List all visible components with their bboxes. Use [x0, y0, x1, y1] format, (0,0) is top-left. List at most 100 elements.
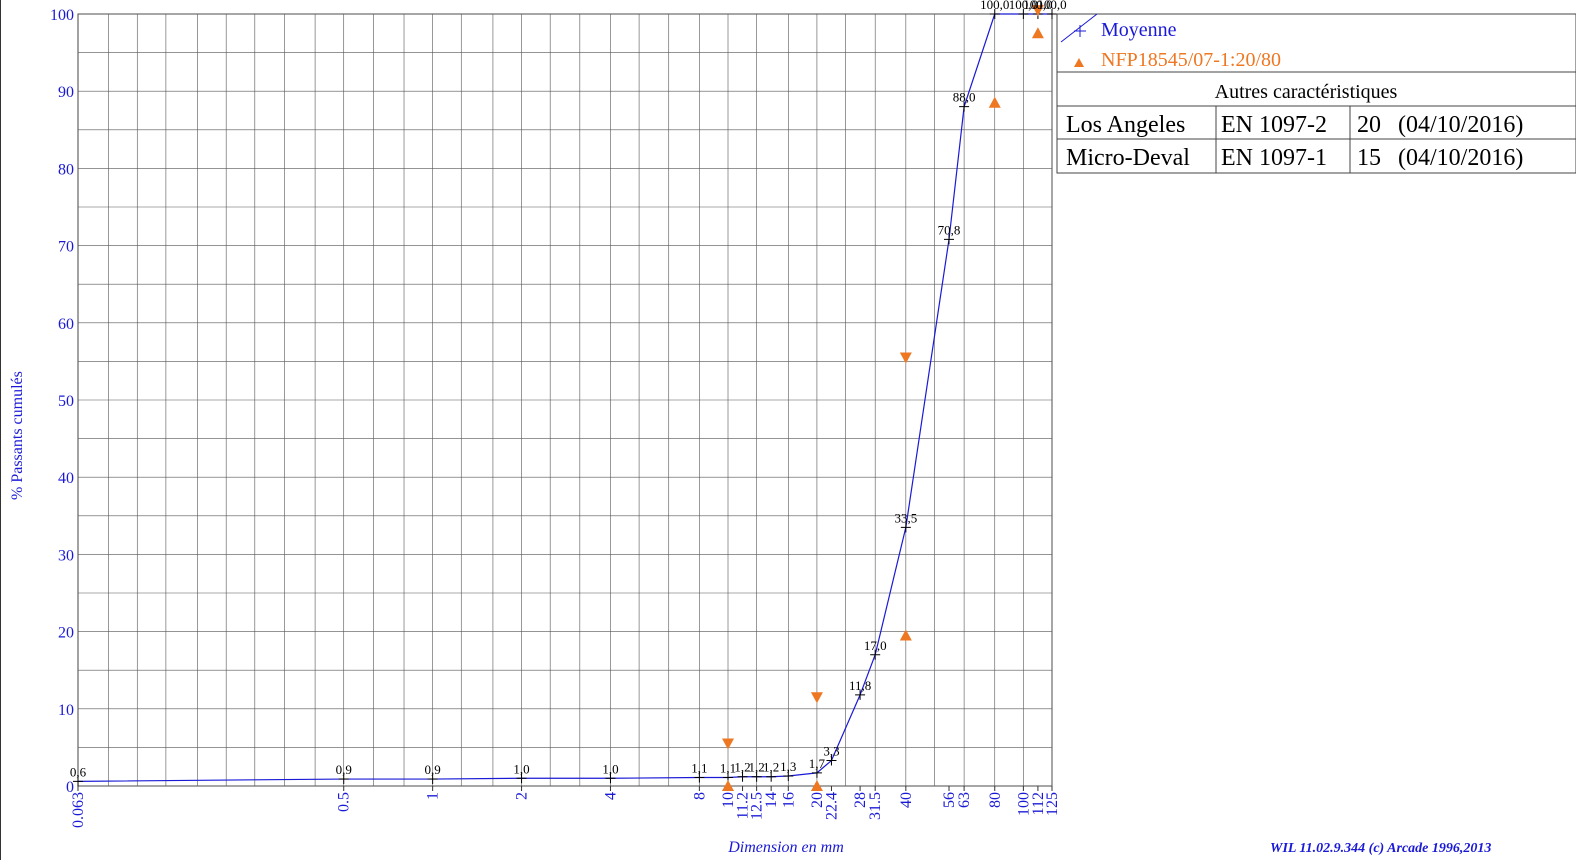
legend-moyenne-plus-icon	[1074, 25, 1086, 37]
x-tick-label: 125	[1044, 792, 1061, 816]
legend: Moyenne NFP18545/07-1:20/80	[1056, 13, 1576, 73]
characteristics-table: Autres caractéristiques Los Angeles EN 1…	[1056, 71, 1576, 174]
nfp-lower-point	[988, 96, 1001, 108]
nfp-upper-point	[899, 352, 912, 364]
y-tick-label: 0	[66, 779, 74, 796]
moyenne-line	[77, 13, 1052, 782]
moyenne-point	[427, 774, 438, 785]
legend-moyenne: Moyenne	[1101, 19, 1177, 41]
x-tick-label: 20	[809, 792, 826, 808]
x-tick-label: 2	[514, 792, 531, 800]
moyenne-data-label: 1,3	[780, 759, 796, 774]
x-tick-label: 0.5	[336, 792, 353, 812]
moyenne-data-label: 1,0	[513, 761, 529, 776]
y-tick-label: 90	[58, 84, 74, 101]
grid	[77, 13, 1053, 787]
moyenne-point	[943, 234, 954, 245]
y-tick-label: 70	[58, 239, 74, 256]
x-tick-label: 8	[691, 792, 708, 800]
moyenne-data-label: 1,2	[734, 760, 750, 775]
moyenne-data-label: 1,1	[720, 761, 736, 776]
moyenne-data-label: 11,8	[849, 678, 871, 693]
x-tick-label: 56	[941, 792, 958, 808]
moyenne-point	[73, 776, 83, 787]
moyenne-point	[605, 773, 616, 784]
table-row-1-name: Los Angeles	[1066, 112, 1185, 138]
moyenne-data-label: 0,9	[336, 762, 352, 777]
nfp-upper-point	[1031, 5, 1044, 17]
nfp-lower-point	[899, 629, 912, 641]
y-tick-label: 20	[58, 625, 74, 642]
moyenne-data-label: 100,0	[980, 0, 1009, 12]
moyenne-data-label: 1,2	[763, 760, 779, 775]
x-tick-label: 4	[602, 792, 619, 800]
y-tick-label: 40	[58, 470, 74, 487]
x-tick-label: 28	[852, 792, 869, 808]
moyenne-data-label: 1,0	[602, 761, 618, 776]
nfp-upper-point	[810, 692, 823, 704]
moyenne-point	[959, 101, 970, 112]
moyenne-point	[783, 770, 794, 781]
table-row-1-value: 20	[1357, 112, 1381, 138]
moyenne-point	[900, 522, 911, 533]
table-title: Autres caractéristiques	[1215, 81, 1398, 103]
moyenne-data-label: 0,6	[70, 764, 87, 779]
moyenne-data-label: 3,3	[823, 744, 839, 759]
x-tick-label: 14	[763, 792, 780, 808]
legend-nfp: NFP18545/07-1:20/80	[1101, 49, 1281, 71]
moyenne-point	[766, 771, 777, 782]
moyenne-point	[989, 9, 1000, 19]
x-tick-label: 100	[1015, 792, 1032, 816]
moyenne-point	[737, 771, 748, 782]
table-row-2-name: Micro-Deval	[1066, 145, 1190, 171]
moyenne-point	[826, 755, 837, 766]
x-tick-label: 16	[780, 792, 797, 808]
legend-nfp-triangle-icon	[1074, 58, 1084, 67]
x-tick-label: 12.5	[749, 792, 766, 820]
markers	[73, 5, 1057, 791]
table-row-1-norm: EN 1097-2	[1221, 112, 1327, 138]
moyenne-point	[1047, 9, 1057, 19]
x-tick-label: 1	[425, 792, 442, 800]
x-tick-label: 11.2	[735, 792, 752, 819]
x-tick-label: 80	[987, 792, 1004, 808]
footer-copyright: WIL 11.02.9.344 (c) Arcade 1996,2013	[1270, 841, 1491, 856]
x-tick-label: 112	[1030, 792, 1047, 815]
moyenne-data-label: 17,0	[864, 638, 887, 653]
y-axis-label: % Passants cumulés	[9, 371, 26, 500]
moyenne-point	[516, 773, 527, 784]
table-row-2-date: (04/10/2016)	[1398, 145, 1523, 171]
table-row-2-value: 15	[1357, 145, 1381, 171]
moyenne-point	[855, 689, 866, 700]
moyenne-data-label: 100,0	[1037, 0, 1066, 12]
nfp-lower-point	[1031, 27, 1044, 39]
moyenne-data-label: 88,0	[953, 90, 976, 105]
series-area	[77, 13, 1052, 782]
y-tick-label: 60	[58, 316, 74, 333]
moyenne-point	[870, 649, 881, 660]
moyenne-point	[1018, 9, 1029, 19]
moyenne-data-label: 1,7	[809, 756, 826, 771]
moyenne-data-label: 100,0	[1009, 0, 1038, 12]
nfp-upper-point	[722, 738, 735, 750]
moyenne-data-label: 0,9	[425, 762, 441, 777]
nfp-lower-point	[722, 780, 735, 791]
x-tick-label: 0.063	[70, 792, 87, 828]
moyenne-data-label: 1,2	[749, 760, 765, 775]
table-row-2-norm: EN 1097-1	[1221, 145, 1327, 171]
table-row-1-date: (04/10/2016)	[1398, 112, 1523, 138]
x-tick-label: 22.4	[823, 792, 840, 820]
x-axis-label: Dimension en mm	[727, 839, 844, 856]
y-tick-label: 80	[58, 161, 74, 178]
x-tick-label: 31.5	[867, 792, 884, 820]
y-tick-label: 100	[50, 7, 74, 24]
y-tick-label: 10	[58, 702, 74, 719]
y-tick-label: 50	[58, 393, 74, 410]
x-tick-label: 40	[898, 792, 915, 808]
moyenne-data-label: 70,8	[938, 222, 961, 237]
moyenne-point	[751, 771, 762, 782]
data-labels: 0,6 0,9 0,9 1,0 1,0 1,1 1,11,21,21,2 1,3 1,73,31…	[70, 0, 1067, 779]
moyenne-data-label: 100,0	[1023, 0, 1052, 12]
moyenne-point	[338, 774, 349, 785]
